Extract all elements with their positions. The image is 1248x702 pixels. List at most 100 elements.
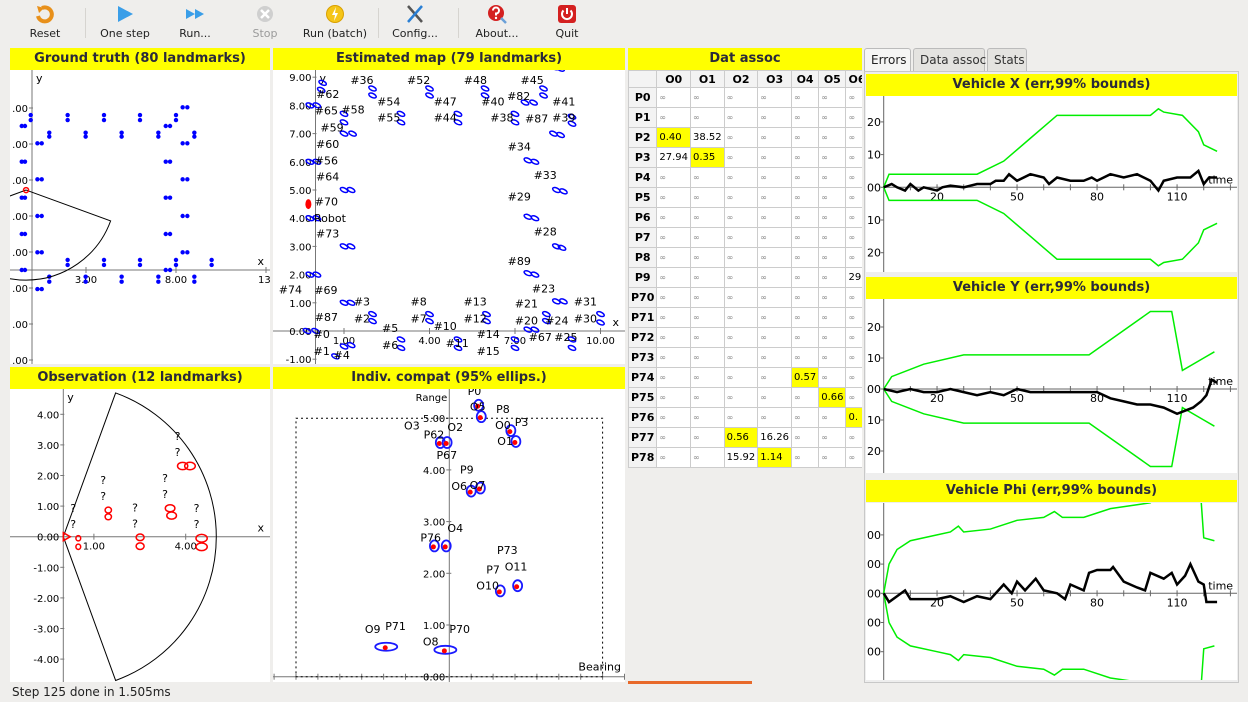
table-cell[interactable]: ∞ bbox=[656, 307, 692, 328]
vehicle-x-plot[interactable]: 20 50 80 110 20 10 00 10 20 time bbox=[866, 96, 1237, 272]
table-cell[interactable]: 0.40 bbox=[656, 127, 692, 148]
table-cell[interactable]: ∞ bbox=[690, 107, 725, 128]
table-cell[interactable]: ∞ bbox=[757, 187, 792, 208]
table-cell[interactable]: 0. bbox=[845, 407, 862, 428]
table-cell[interactable]: ∞ bbox=[757, 107, 792, 128]
table-cell[interactable]: ∞ bbox=[690, 167, 725, 188]
table-cell[interactable]: ∞ bbox=[723, 87, 759, 108]
table-cell[interactable]: ∞ bbox=[845, 327, 862, 348]
table-cell[interactable]: 38.52 bbox=[690, 127, 725, 148]
table-cell[interactable]: ∞ bbox=[790, 187, 820, 208]
table-cell[interactable]: ∞ bbox=[656, 407, 692, 428]
column-header[interactable]: O4 bbox=[790, 70, 820, 88]
table-cell[interactable]: ∞ bbox=[656, 207, 692, 228]
table-cell[interactable]: ∞ bbox=[690, 247, 725, 268]
estimated-map-plot[interactable]: 1.00 4.00 7.00 10.00 -1.00 0.00 1.00 2.00 3.00 4.… bbox=[273, 70, 625, 364]
table-cell[interactable]: ∞ bbox=[656, 87, 692, 108]
row-header[interactable]: P74 bbox=[628, 367, 658, 388]
table-cell[interactable]: ∞ bbox=[845, 127, 862, 148]
table-cell[interactable]: ∞ bbox=[757, 347, 792, 368]
table-cell[interactable]: ∞ bbox=[723, 107, 759, 128]
table-cell[interactable]: ∞ bbox=[845, 147, 862, 168]
dat-assoc-table-container[interactable]: O0O1O2O3O4O5O6P0∞∞∞∞∞∞∞P1∞∞∞∞∞∞∞P20.4038… bbox=[628, 70, 862, 468]
table-cell[interactable]: ∞ bbox=[690, 427, 725, 448]
column-header[interactable]: O1 bbox=[690, 70, 725, 88]
table-cell[interactable]: ∞ bbox=[757, 227, 792, 248]
table-cell[interactable]: ∞ bbox=[845, 227, 862, 248]
table-cell[interactable]: ∞ bbox=[818, 167, 847, 188]
table-cell[interactable]: ∞ bbox=[845, 427, 862, 448]
table-cell[interactable]: ∞ bbox=[690, 447, 725, 468]
table-cell[interactable]: ∞ bbox=[690, 327, 725, 348]
table-cell[interactable]: ∞ bbox=[656, 387, 692, 408]
column-header[interactable]: O2 bbox=[723, 70, 759, 88]
tab-data-assoc[interactable]: Data assoc. bbox=[913, 48, 990, 72]
row-header[interactable]: P6 bbox=[628, 207, 658, 228]
table-cell[interactable]: ∞ bbox=[818, 127, 847, 148]
table-cell[interactable]: ∞ bbox=[757, 207, 792, 228]
column-header[interactable]: O3 bbox=[757, 70, 792, 88]
table-cell[interactable]: ∞ bbox=[690, 287, 725, 308]
table-cell[interactable]: ∞ bbox=[757, 167, 792, 188]
table-cell[interactable]: ∞ bbox=[723, 327, 759, 348]
table-cell[interactable]: ∞ bbox=[845, 307, 862, 328]
row-header[interactable]: P78 bbox=[628, 447, 658, 468]
table-cell[interactable]: 0.56 bbox=[723, 427, 759, 448]
table-cell[interactable]: ∞ bbox=[757, 367, 792, 388]
row-header[interactable]: P3 bbox=[628, 147, 658, 168]
vehicle-phi-plot[interactable]: 20 50 80 110 00 00 00 00 00 time bbox=[866, 503, 1237, 680]
table-cell[interactable]: ∞ bbox=[845, 287, 862, 308]
table-cell[interactable]: ∞ bbox=[818, 227, 847, 248]
table-cell[interactable]: 29 bbox=[845, 267, 862, 288]
table-cell[interactable]: ∞ bbox=[656, 167, 692, 188]
table-cell[interactable]: ∞ bbox=[723, 167, 759, 188]
table-cell[interactable]: 1.14 bbox=[757, 447, 792, 468]
table-cell[interactable]: ∞ bbox=[757, 127, 792, 148]
table-cell[interactable]: ∞ bbox=[757, 247, 792, 268]
row-header[interactable]: P1 bbox=[628, 107, 658, 128]
table-cell[interactable]: ∞ bbox=[757, 267, 792, 288]
row-header[interactable]: P76 bbox=[628, 407, 658, 428]
config-button[interactable]: Config... bbox=[380, 4, 450, 44]
table-cell[interactable]: ∞ bbox=[790, 287, 820, 308]
run-button[interactable]: Run... bbox=[160, 4, 230, 44]
table-cell[interactable]: ∞ bbox=[818, 187, 847, 208]
table-cell[interactable]: ∞ bbox=[845, 107, 862, 128]
table-cell[interactable]: ∞ bbox=[818, 207, 847, 228]
table-cell[interactable]: ∞ bbox=[690, 87, 725, 108]
row-header[interactable]: P9 bbox=[628, 267, 658, 288]
run-batch-button[interactable]: Run (batch) bbox=[300, 4, 370, 44]
table-cell[interactable]: ∞ bbox=[818, 327, 847, 348]
row-header[interactable]: P75 bbox=[628, 387, 658, 408]
table-cell[interactable]: ∞ bbox=[656, 247, 692, 268]
about-button[interactable]: About... bbox=[462, 4, 532, 44]
table-cell[interactable]: ∞ bbox=[845, 447, 862, 468]
table-cell[interactable]: ∞ bbox=[656, 267, 692, 288]
table-cell[interactable]: ∞ bbox=[790, 227, 820, 248]
column-header[interactable]: O6 bbox=[845, 70, 862, 88]
table-cell[interactable]: ∞ bbox=[818, 427, 847, 448]
table-cell[interactable]: ∞ bbox=[723, 267, 759, 288]
row-header[interactable]: P70 bbox=[628, 287, 658, 308]
table-cell[interactable]: ∞ bbox=[790, 407, 820, 428]
table-cell[interactable]: ∞ bbox=[656, 447, 692, 468]
indiv-compat-plot[interactable]: 0.00 1.00 2.00 3.00 4.00 5.00 Range Bearing P0 O5… bbox=[273, 389, 625, 682]
row-header[interactable]: P73 bbox=[628, 347, 658, 368]
tab-errors[interactable]: Errors bbox=[864, 48, 911, 72]
table-cell[interactable]: ∞ bbox=[723, 247, 759, 268]
table-cell[interactable]: ∞ bbox=[723, 407, 759, 428]
table-cell[interactable]: ∞ bbox=[757, 147, 792, 168]
table-cell[interactable]: ∞ bbox=[790, 347, 820, 368]
table-cell[interactable]: ∞ bbox=[690, 187, 725, 208]
table-cell[interactable]: ∞ bbox=[845, 87, 862, 108]
table-cell[interactable]: ∞ bbox=[656, 427, 692, 448]
table-cell[interactable]: ∞ bbox=[818, 367, 847, 388]
table-cell[interactable]: ∞ bbox=[656, 227, 692, 248]
table-cell[interactable]: ∞ bbox=[845, 247, 862, 268]
table-cell[interactable]: ∞ bbox=[790, 87, 820, 108]
stop-button[interactable]: Stop bbox=[230, 4, 300, 44]
row-header[interactable]: P72 bbox=[628, 327, 658, 348]
table-cell[interactable]: ∞ bbox=[818, 407, 847, 428]
table-cell[interactable]: ∞ bbox=[757, 307, 792, 328]
